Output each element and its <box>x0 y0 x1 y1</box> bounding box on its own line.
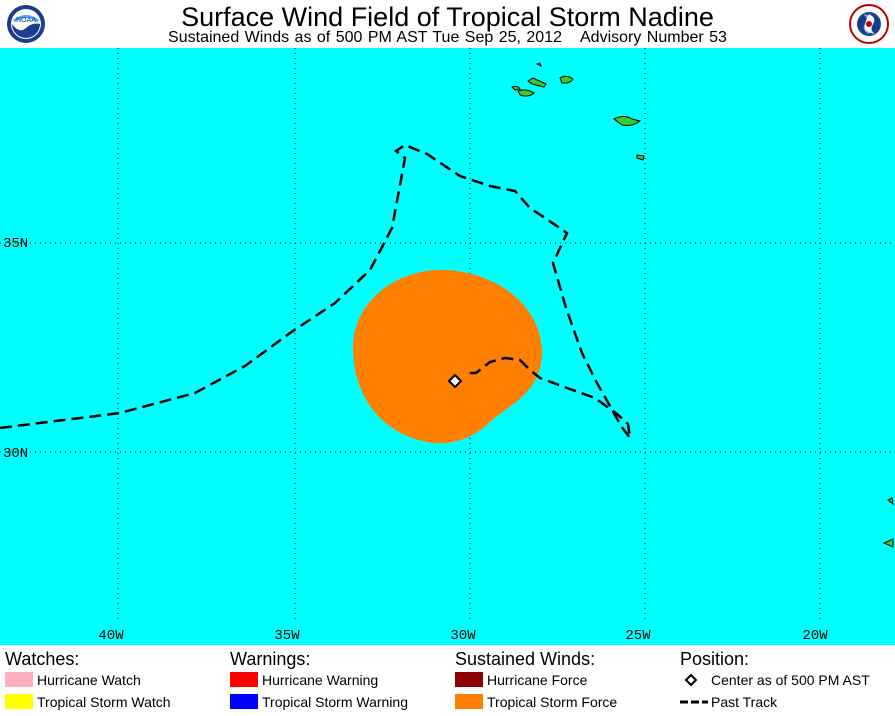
hurricane-warning-swatch <box>230 672 258 687</box>
legend: Watches: Hurricane Watch Tropical Storm … <box>0 645 895 716</box>
lon-label-30w: 30W <box>450 628 476 644</box>
island <box>613 116 642 126</box>
tropical-storm-warning-label: Tropical Storm Warning <box>262 694 409 710</box>
hurricane-watch-label: Hurricane Watch <box>37 672 141 688</box>
island <box>517 89 535 97</box>
hurricane-watch-swatch <box>5 672 33 687</box>
lat-label-35n: 35N <box>3 236 28 252</box>
center-diamond-icon <box>684 673 698 687</box>
lon-label-40w: 40W <box>98 628 124 644</box>
header: NOAA Surface Wind Field of Tropical Stor… <box>0 0 895 48</box>
legend-sustained-winds-heading: Sustained Winds: <box>455 649 596 669</box>
graticule <box>0 48 895 623</box>
svg-text:NOAA: NOAA <box>16 17 36 24</box>
island <box>511 85 521 91</box>
legend-position-heading: Position: <box>680 649 750 669</box>
subtitle-time: Sustained Winds as of 500 PM AST Tue Sep… <box>168 29 562 46</box>
tropical-storm-watch-label: Tropical Storm Watch <box>37 694 171 710</box>
noaa-logo: NOAA <box>7 5 45 43</box>
lat-label-30n: 30N <box>3 446 28 462</box>
legend-warnings-heading: Warnings: <box>230 649 311 669</box>
tropical-storm-force-label: Tropical Storm Force <box>487 694 618 710</box>
tropical-storm-force-swatch <box>455 694 483 709</box>
island <box>559 75 574 84</box>
storm-center-marker <box>447 373 463 389</box>
subtitle-advisory: Advisory Number 53 <box>580 29 727 46</box>
nws-logo <box>849 4 889 44</box>
tropical-storm-watch-swatch <box>5 694 33 709</box>
past-track-line <box>0 143 632 439</box>
past-track-label: Past Track <box>711 694 778 710</box>
map-canvas: 35N 30N 40W 35W 30W 25W 20W <box>0 48 895 645</box>
map-title: Surface Wind Field of Tropical Storm Nad… <box>181 2 714 32</box>
lon-label-25w: 25W <box>625 628 651 644</box>
lon-label-35w: 35W <box>274 628 300 644</box>
tropical-storm-force-wind-field <box>352 269 543 444</box>
island <box>636 154 645 161</box>
azores-islands <box>511 62 894 548</box>
map-area: 35N 30N 40W 35W 30W 25W 20W <box>0 48 895 645</box>
island <box>535 62 542 67</box>
island <box>887 497 894 506</box>
map-subtitle: Sustained Winds as of 500 PM AST Tue Sep… <box>0 29 895 47</box>
past-track-dash-icon <box>680 700 708 704</box>
island <box>882 538 894 548</box>
legend-watches-heading: Watches: <box>5 649 80 669</box>
hurricane-force-swatch <box>455 672 483 687</box>
hurricane-warning-label: Hurricane Warning <box>262 672 379 688</box>
center-label: Center as of 500 PM AST <box>711 672 870 688</box>
lon-label-20w: 20W <box>802 628 828 644</box>
island <box>527 77 547 88</box>
tropical-storm-warning-swatch <box>230 694 258 709</box>
hurricane-force-label: Hurricane Force <box>487 672 588 688</box>
